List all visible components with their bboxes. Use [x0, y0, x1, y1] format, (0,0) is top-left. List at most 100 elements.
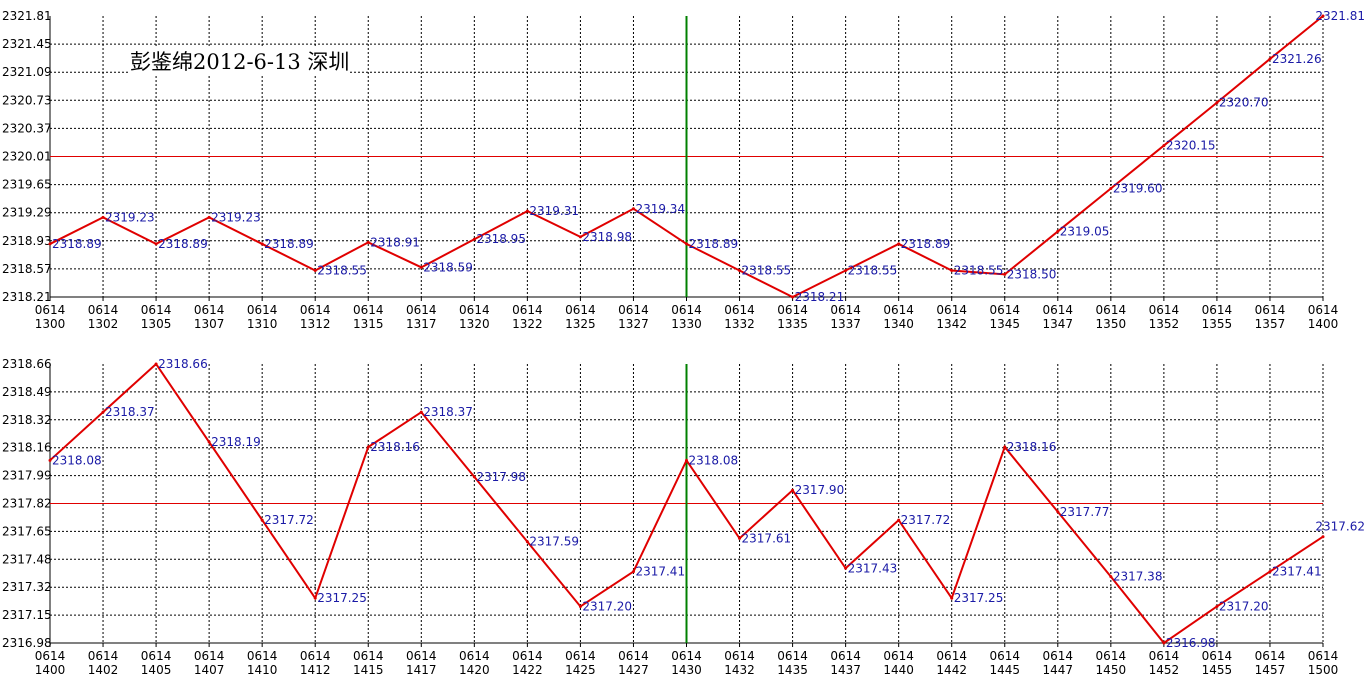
x-tick-label: 1312 [300, 317, 331, 331]
data-point [48, 458, 52, 462]
x-tick-label: 0614 [194, 649, 225, 663]
x-tick-label: 0614 [1308, 649, 1339, 663]
data-label: 2317.77 [1060, 505, 1110, 519]
x-tick-label: 1347 [1043, 317, 1074, 331]
x-tick-label: 0614 [35, 649, 66, 663]
x-tick-label: 0614 [830, 649, 861, 663]
data-label: 2318.08 [52, 453, 102, 467]
data-point [525, 209, 529, 213]
data-label: 2318.55 [317, 263, 367, 277]
x-tick-label: 0614 [141, 303, 172, 317]
data-point [950, 268, 954, 272]
x-tick-label: 0614 [671, 649, 702, 663]
data-point [207, 440, 211, 444]
x-tick-label: 0614 [989, 303, 1020, 317]
data-label: 2321.26 [1272, 52, 1322, 66]
data-label: 2321.81 [1315, 9, 1365, 23]
x-tick-label: 0614 [194, 303, 225, 317]
data-label: 2319.23 [211, 210, 261, 224]
x-tick-label: 0614 [724, 303, 755, 317]
data-point [260, 518, 264, 522]
x-tick-label: 1332 [724, 317, 755, 331]
y-tick-label: 2317.15 [2, 608, 52, 622]
data-label: 2318.08 [689, 453, 739, 467]
x-tick-label: 1500 [1308, 663, 1339, 677]
x-tick-label: 1325 [565, 317, 596, 331]
y-tick-label: 2317.32 [2, 580, 52, 594]
x-tick-label: 0614 [989, 649, 1020, 663]
x-tick-label: 0614 [406, 303, 437, 317]
x-tick-label: 1415 [353, 663, 384, 677]
data-point [578, 604, 582, 608]
data-label: 2318.89 [264, 237, 314, 251]
chart-panel-top: 2318.21 2318.57 2318.93 2319.29 2319.65 2320.… [2, 9, 1365, 331]
y-tick-label: 2319.65 [2, 178, 52, 192]
x-tick-label: 1302 [88, 317, 119, 331]
y-tick-label: 2318.21 [2, 290, 52, 304]
data-label: 2317.38 [1113, 570, 1163, 584]
x-tick-label: 0614 [724, 649, 755, 663]
data-point [1215, 604, 1219, 608]
x-tick-label: 1317 [406, 317, 437, 331]
data-label: 2318.21 [795, 290, 845, 304]
data-label: 2318.98 [582, 230, 632, 244]
data-label: 2317.43 [848, 561, 898, 575]
data-point [738, 268, 742, 272]
data-point [525, 540, 529, 544]
x-tick-label: 0614 [459, 303, 490, 317]
data-label: 2317.25 [317, 591, 367, 605]
x-tick-label: 0614 [1096, 303, 1127, 317]
data-label: 2318.16 [1007, 440, 1057, 454]
x-tick-label: 1320 [459, 317, 490, 331]
y-tick-label: 2321.81 [2, 9, 52, 23]
x-tick-label: 1322 [512, 317, 543, 331]
data-label: 2317.59 [529, 535, 579, 549]
x-tick-label: 0614 [88, 649, 119, 663]
x-tick-label: 1327 [618, 317, 649, 331]
x-tick-label: 0614 [1202, 649, 1233, 663]
x-tick-label: 0614 [671, 303, 702, 317]
x-tick-label: 0614 [247, 649, 278, 663]
x-tick-label: 1437 [830, 663, 861, 677]
x-tick-label: 1450 [1096, 663, 1127, 677]
data-point [154, 242, 158, 246]
x-tick-label: 1435 [777, 663, 808, 677]
x-tick-label: 0614 [1255, 303, 1286, 317]
x-tick-label: 0614 [1149, 649, 1180, 663]
x-tick-label: 1427 [618, 663, 649, 677]
data-label: 2317.72 [901, 513, 951, 527]
x-tick-label: 0614 [247, 303, 278, 317]
y-tick-label: 2318.32 [2, 413, 52, 427]
data-point [419, 265, 423, 269]
x-tick-label: 1410 [247, 663, 278, 677]
data-point [578, 235, 582, 239]
x-tick-label: 0614 [512, 649, 543, 663]
x-tick-label: 0614 [883, 303, 914, 317]
x-tick-label: 1335 [777, 317, 808, 331]
data-point [1003, 272, 1007, 276]
data-point [1056, 510, 1060, 514]
x-tick-label: 1442 [936, 663, 967, 677]
data-point [1162, 144, 1166, 148]
x-tick-label: 0614 [406, 649, 437, 663]
x-tick-label: 1420 [459, 663, 490, 677]
chart-title: 彭鉴绵2012-6-13 深圳 [130, 46, 350, 76]
data-label: 2317.25 [954, 591, 1004, 605]
x-tick-label: 1310 [247, 317, 278, 331]
x-tick-label: 0614 [1255, 649, 1286, 663]
x-tick-label: 1407 [194, 663, 225, 677]
x-tick-label: 1432 [724, 663, 755, 677]
data-label: 2318.37 [423, 405, 473, 419]
data-label: 2318.59 [423, 260, 473, 274]
data-label: 2318.89 [52, 237, 102, 251]
x-tick-label: 1307 [194, 317, 225, 331]
x-tick-label: 1330 [671, 317, 702, 331]
y-tick-label: 2316.98 [2, 636, 52, 650]
data-point [1003, 445, 1007, 449]
x-tick-label: 1447 [1043, 663, 1074, 677]
data-label: 2317.98 [476, 470, 526, 484]
x-tick-label: 0614 [883, 649, 914, 663]
x-tick-label: 0614 [353, 303, 384, 317]
x-tick-label: 1352 [1149, 317, 1180, 331]
x-tick-label: 1425 [565, 663, 596, 677]
